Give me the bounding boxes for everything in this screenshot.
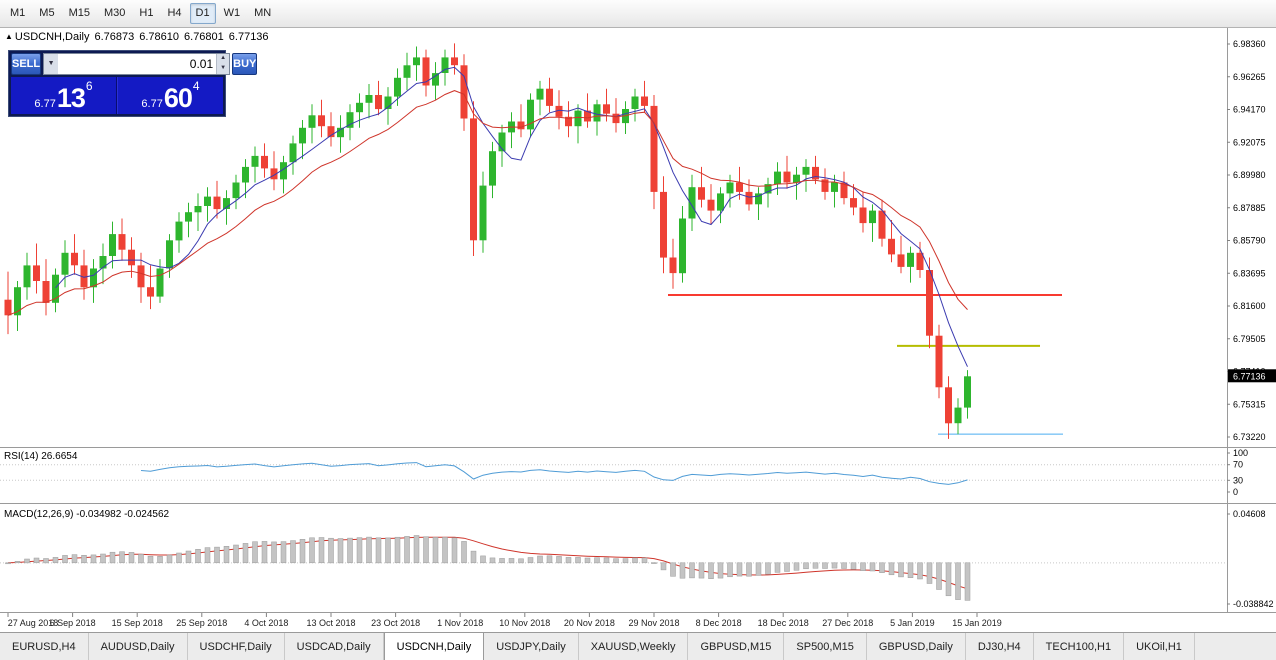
svg-text:1 Nov 2018: 1 Nov 2018 bbox=[437, 618, 483, 628]
volume-dropdown-icon[interactable]: ▼ bbox=[44, 54, 59, 74]
tab-xauusd-weekly[interactable]: XAUUSD,Weekly bbox=[579, 633, 689, 660]
buy-price-prefix: 6.77 bbox=[141, 98, 163, 110]
tab-dj30-h4[interactable]: DJ30,H4 bbox=[966, 633, 1034, 660]
chart-open-value: 6.76873 bbox=[94, 31, 135, 43]
svg-text:6.96265: 6.96265 bbox=[1233, 72, 1266, 82]
tab-audusd-daily[interactable]: AUDUSD,Daily bbox=[89, 633, 188, 660]
svg-text:0: 0 bbox=[1233, 487, 1238, 497]
macd-histogram bbox=[5, 535, 971, 601]
chart-header: ▲ USDCNH,Daily 6.76873 6.78610 6.76801 6.7713… bbox=[5, 31, 274, 43]
tab-ukoil-h1[interactable]: UKOil,H1 bbox=[1124, 633, 1195, 660]
moving-averages bbox=[7, 66, 968, 367]
timeframe-d1[interactable]: D1 bbox=[189, 3, 216, 24]
buy-price-main: 60 bbox=[163, 83, 193, 113]
volume-up-icon[interactable]: ▲ bbox=[220, 55, 227, 61]
tab-eurusd-h4[interactable]: EURUSD,H4 bbox=[0, 633, 89, 660]
tab-gbpusd-m15[interactable]: GBPUSD,M15 bbox=[688, 633, 785, 660]
svg-text:6.92075: 6.92075 bbox=[1233, 137, 1266, 147]
svg-text:6.94170: 6.94170 bbox=[1233, 105, 1266, 115]
one-click-trading-panel: SELL ▼ ▲ ▼ BUY 6.77 13 6 6.77 60 4 bbox=[8, 50, 258, 117]
timeframe-w1[interactable]: W1 bbox=[223, 7, 241, 19]
svg-text:10 Nov 2018: 10 Nov 2018 bbox=[499, 618, 550, 628]
chart-high-value: 6.78610 bbox=[139, 31, 180, 43]
timeframe-h1[interactable]: H1 bbox=[139, 7, 154, 19]
tab-gbpusd-daily[interactable]: GBPUSD,Daily bbox=[867, 633, 966, 660]
svg-text:23 Oct 2018: 23 Oct 2018 bbox=[371, 618, 420, 628]
symbol-tabbar: EURUSD,H4 AUDUSD,Daily USDCHF,Daily USDCAD,… bbox=[0, 632, 1276, 660]
svg-text:6.98360: 6.98360 bbox=[1233, 39, 1266, 49]
timeframe-m15[interactable]: M15 bbox=[68, 7, 90, 19]
tab-usdcad-daily[interactable]: USDCAD,Daily bbox=[285, 633, 384, 660]
ma-slow-line bbox=[7, 90, 968, 316]
volume-control: ▼ ▲ ▼ bbox=[43, 53, 231, 75]
svg-text:18 Dec 2018: 18 Dec 2018 bbox=[758, 618, 809, 628]
chart-svg[interactable]: 6.98360 6.96265 6.94170 6.92075 6.89980 6.878… bbox=[0, 28, 1276, 632]
svg-text:-0.038842: -0.038842 bbox=[1233, 599, 1274, 609]
timeframe-m1[interactable]: M1 bbox=[10, 7, 26, 19]
svg-text:6.79505: 6.79505 bbox=[1233, 334, 1266, 344]
svg-text:6.85790: 6.85790 bbox=[1233, 236, 1266, 246]
svg-text:20 Nov 2018: 20 Nov 2018 bbox=[564, 618, 615, 628]
chart-window: 6.98360 6.96265 6.94170 6.92075 6.89980 6.878… bbox=[0, 28, 1276, 632]
svg-text:70: 70 bbox=[1233, 460, 1243, 470]
svg-text:29 Nov 2018: 29 Nov 2018 bbox=[628, 618, 679, 628]
svg-text:15 Jan 2019: 15 Jan 2019 bbox=[952, 618, 1002, 628]
chart-close-value: 6.77136 bbox=[228, 31, 269, 43]
sell-price-pip: 6 bbox=[85, 79, 93, 93]
svg-text:100: 100 bbox=[1233, 448, 1248, 458]
timeframe-m30[interactable]: M30 bbox=[103, 7, 126, 19]
svg-text:13 Oct 2018: 13 Oct 2018 bbox=[306, 618, 355, 628]
svg-text:15 Sep 2018: 15 Sep 2018 bbox=[112, 618, 163, 628]
tab-usdchf-daily[interactable]: USDCHF,Daily bbox=[188, 633, 285, 660]
svg-text:0.04608: 0.04608 bbox=[1233, 509, 1266, 519]
price-axis[interactable]: 6.98360 6.96265 6.94170 6.92075 6.89980 6.878… bbox=[1227, 39, 1266, 442]
volume-down-icon[interactable]: ▼ bbox=[220, 65, 227, 71]
volume-input[interactable] bbox=[58, 54, 217, 74]
pane-separators bbox=[0, 28, 1276, 613]
buy-price-pip: 4 bbox=[192, 79, 200, 93]
horizontal-lines bbox=[668, 294, 1063, 435]
rsi-pane: 100 70 30 0 RSI(14) 26.6654 bbox=[0, 448, 1248, 497]
ma-fast-line bbox=[55, 66, 968, 367]
svg-text:27 Aug 2018: 27 Aug 2018 bbox=[8, 618, 59, 628]
volume-spinner: ▲ ▼ bbox=[216, 54, 230, 74]
svg-text:4 Oct 2018: 4 Oct 2018 bbox=[244, 618, 288, 628]
svg-text:27 Dec 2018: 27 Dec 2018 bbox=[822, 618, 873, 628]
svg-text:6.81600: 6.81600 bbox=[1233, 301, 1266, 311]
svg-text:6 Sep 2018: 6 Sep 2018 bbox=[50, 618, 96, 628]
sell-price-main: 13 bbox=[56, 83, 86, 113]
timeframe-toolbar: M1 M5 M15 M30 H1 H4 D1 W1 MN bbox=[0, 0, 1276, 28]
tab-tech100-h1[interactable]: TECH100,H1 bbox=[1034, 633, 1125, 660]
timeframe-m5[interactable]: M5 bbox=[39, 7, 55, 19]
tab-usdjpy-daily[interactable]: USDJPY,Daily bbox=[484, 633, 579, 660]
svg-text:6.77136: 6.77136 bbox=[1233, 371, 1266, 381]
sell-price-prefix: 6.77 bbox=[34, 98, 56, 110]
svg-text:6.73220: 6.73220 bbox=[1233, 432, 1266, 442]
svg-text:6.89980: 6.89980 bbox=[1233, 170, 1266, 180]
svg-text:5 Jan 2019: 5 Jan 2019 bbox=[890, 618, 935, 628]
svg-text:6.87885: 6.87885 bbox=[1233, 203, 1266, 213]
current-price-tag: 6.77136 bbox=[1228, 369, 1276, 383]
chart-low-value: 6.76801 bbox=[184, 31, 224, 43]
sell-price[interactable]: 6.77 13 6 bbox=[11, 77, 117, 114]
macd-title: MACD(12,26,9) -0.034982 -0.024562 bbox=[4, 509, 170, 520]
symbol-arrow-icon: ▲ bbox=[5, 32, 13, 41]
buy-price[interactable]: 6.77 60 4 bbox=[117, 77, 223, 114]
buy-button[interactable]: BUY bbox=[232, 53, 258, 75]
rsi-title: RSI(14) 26.6654 bbox=[4, 451, 78, 462]
svg-text:6.75315: 6.75315 bbox=[1233, 399, 1266, 409]
rsi-line bbox=[140, 462, 968, 485]
tab-usdcnh-daily[interactable]: USDCNH,Daily bbox=[383, 633, 485, 660]
sell-button[interactable]: SELL bbox=[11, 53, 42, 75]
svg-text:30: 30 bbox=[1233, 475, 1243, 485]
chart-symbol-period: USDCNH,Daily bbox=[14, 31, 90, 43]
svg-text:6.83695: 6.83695 bbox=[1233, 268, 1266, 278]
timeframe-h4[interactable]: H4 bbox=[167, 7, 182, 19]
svg-text:8 Dec 2018: 8 Dec 2018 bbox=[696, 618, 742, 628]
timeframe-mn[interactable]: MN bbox=[254, 7, 272, 19]
svg-text:25 Sep 2018: 25 Sep 2018 bbox=[176, 618, 227, 628]
tab-sp500-m15[interactable]: SP500,M15 bbox=[784, 633, 867, 660]
